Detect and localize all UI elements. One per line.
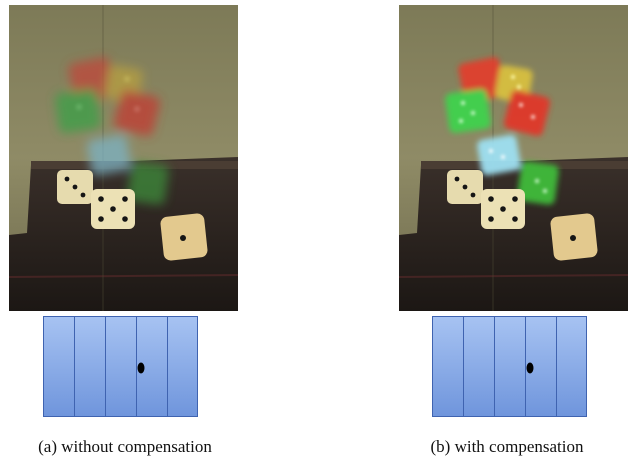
real-dice-right	[550, 213, 598, 261]
stripe-mask-without-compensation	[43, 316, 198, 417]
caption-b: (b) with compensation	[430, 437, 584, 456]
real-dice-left	[57, 170, 93, 204]
stripe-diagram	[43, 316, 198, 417]
real-dice-middle	[481, 189, 525, 229]
hologram-scene-photo	[399, 5, 628, 311]
photo-with-compensation	[399, 5, 628, 311]
real-dice-left	[447, 170, 483, 204]
stripe-mask-with-compensation	[432, 316, 587, 417]
photo-without-compensation	[9, 5, 238, 311]
pinhole-mark	[526, 362, 534, 374]
real-dice-right	[160, 213, 208, 261]
stripe-diagram	[432, 316, 587, 417]
real-dice-middle	[91, 189, 135, 229]
caption-a: (a) without compensation	[38, 437, 212, 456]
hologram-scene-photo	[9, 5, 238, 311]
pinhole-mark	[137, 362, 145, 374]
